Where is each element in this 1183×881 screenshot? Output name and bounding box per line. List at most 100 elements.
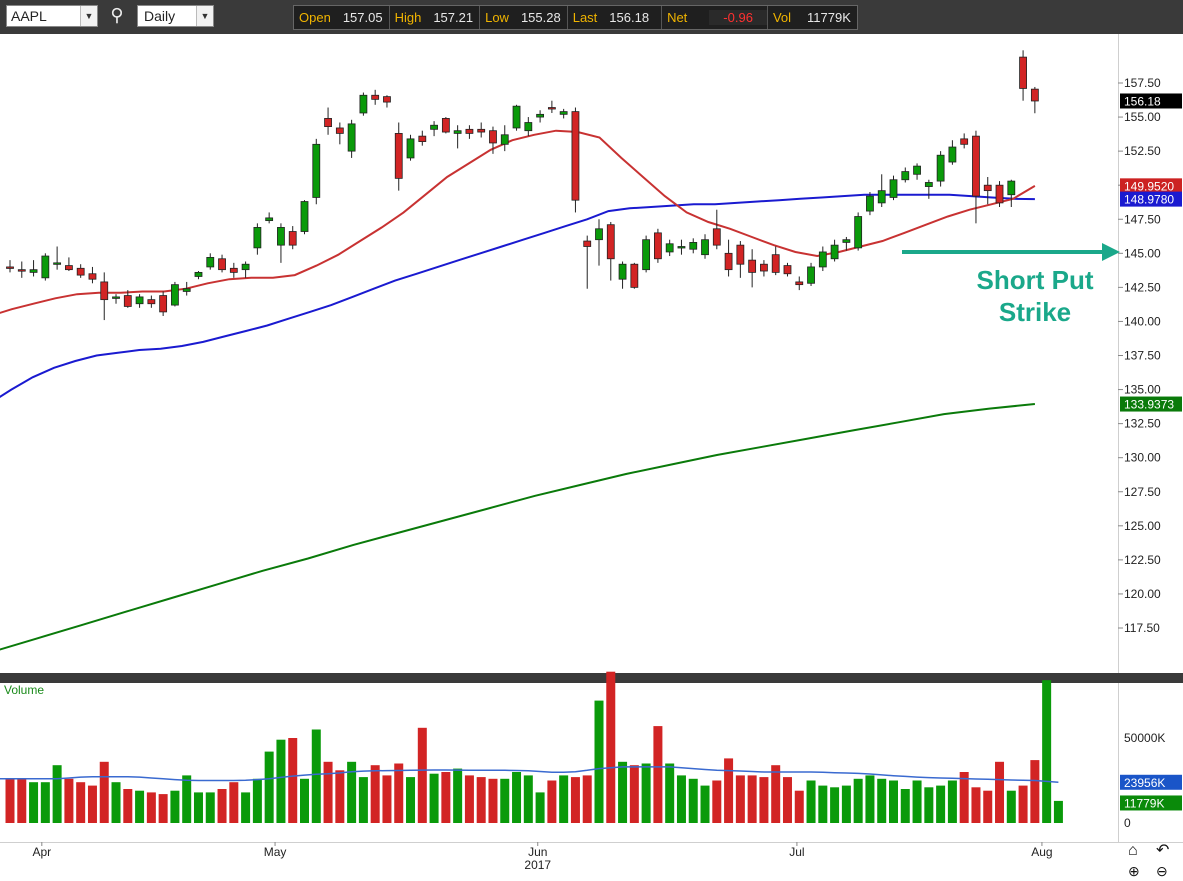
candle: [41, 253, 50, 281]
volume-bar: [782, 777, 792, 823]
candle-body: [359, 94, 368, 114]
candle-body: [689, 242, 698, 250]
quote-label: Last: [572, 10, 598, 25]
price-tick-label: 140.00: [1124, 314, 1161, 328]
candle: [512, 104, 521, 131]
volume-bar: [1042, 680, 1052, 823]
annotation-line-1: Short Put: [976, 265, 1094, 295]
candle-body: [866, 195, 874, 212]
chevron-down-icon[interactable]: ▼: [80, 6, 97, 26]
search-icon[interactable]: ⚲: [110, 5, 124, 25]
candle: [1019, 50, 1027, 101]
price-marker-label: 148.9780: [1124, 193, 1174, 207]
candle-body: [135, 296, 144, 305]
quote-net: Net -0.96: [662, 6, 768, 29]
candle: [88, 266, 97, 284]
chevron-down-icon[interactable]: ▼: [196, 6, 213, 26]
candle-body: [583, 240, 592, 247]
volume-bar: [335, 770, 345, 823]
price-tick-label: 122.50: [1124, 553, 1161, 567]
candle: [135, 294, 144, 308]
price-tick-label: 145.00: [1124, 246, 1161, 260]
candle-body: [595, 228, 603, 241]
candle: [830, 239, 839, 262]
period-select[interactable]: Daily ▼: [137, 5, 214, 27]
volume-bar: [995, 761, 1005, 823]
price-marker-bg: [1120, 178, 1182, 194]
candle: [854, 212, 863, 251]
candle-body: [489, 130, 497, 144]
candle: [500, 125, 509, 152]
volume-bar: [441, 772, 451, 823]
volume-bar: [323, 761, 333, 823]
candle-body: [701, 239, 709, 256]
candle: [347, 119, 356, 158]
candle-body: [654, 232, 662, 260]
candle-body: [1007, 180, 1016, 196]
year-label: 2017: [524, 858, 551, 872]
candle: [359, 92, 368, 116]
symbol-input[interactable]: AAPL ▼: [6, 5, 98, 27]
price-marker: 149.9520: [1120, 178, 1182, 194]
price-tick-label: 117.50: [1124, 621, 1160, 635]
candle-body: [53, 262, 62, 265]
candle-body: [936, 154, 945, 182]
volume-bar: [759, 777, 769, 823]
volume-bar: [924, 787, 934, 823]
candle-body: [218, 258, 226, 271]
price-tick-label: 135.00: [1124, 383, 1161, 397]
candle-body: [100, 281, 109, 301]
volume-bar: [735, 775, 745, 823]
candle: [159, 291, 168, 316]
candle-body: [547, 107, 556, 110]
chart-background: [0, 34, 1183, 881]
candle-body: [241, 263, 250, 271]
candle-body: [712, 228, 721, 246]
candle: [748, 249, 757, 288]
volume-bar: [40, 782, 50, 823]
candle-body: [771, 254, 780, 273]
quote-label: Net: [667, 10, 688, 25]
volume-bar: [300, 778, 309, 823]
ma50-line: [0, 193, 1035, 399]
volume-bar: [947, 780, 957, 823]
candle: [112, 294, 120, 304]
volume-bar: [830, 787, 840, 823]
price-marker-bg: [1120, 93, 1182, 109]
candle: [583, 235, 592, 289]
zoom-in-icon[interactable]: ⊕: [1128, 863, 1140, 879]
time-tick-label: Jun: [528, 845, 547, 859]
candle-body: [265, 217, 274, 222]
volume-bar: [1053, 800, 1063, 823]
quote-vol: Vol 11779K: [768, 6, 857, 29]
volume-bar: [76, 782, 86, 823]
candle-body: [65, 265, 73, 271]
candle: [65, 257, 73, 272]
candle-body: [76, 267, 85, 276]
volume-layer: [0, 671, 1063, 823]
price-tick-label: 152.50: [1124, 144, 1161, 158]
candles-layer: [6, 50, 1039, 321]
candle-body: [335, 127, 344, 134]
time-tick-label: Jul: [789, 845, 804, 859]
price-tick-label: 125.00: [1124, 519, 1161, 533]
candle-body: [665, 243, 674, 253]
candle-body: [842, 239, 851, 243]
volume-bar: [229, 782, 239, 823]
volume-bar: [688, 778, 698, 823]
pane-separator[interactable]: [0, 673, 1183, 683]
price-chart[interactable]: 157.50155.00152.50150.00147.50145.00142.…: [0, 34, 1183, 881]
candle-body: [748, 259, 757, 273]
candle-body: [854, 216, 863, 249]
undo-icon[interactable]: ↶: [1156, 842, 1170, 859]
volume-bar: [523, 775, 533, 823]
candle: [606, 221, 615, 281]
volume-bar: [17, 778, 27, 823]
candle-body: [277, 227, 285, 246]
home-icon[interactable]: ⌂: [1128, 842, 1138, 859]
candle: [724, 239, 733, 277]
candle: [972, 130, 980, 224]
zoom-out-icon[interactable]: ⊖: [1156, 863, 1168, 879]
period-value: Daily: [144, 8, 176, 24]
volume-bar: [865, 775, 875, 823]
